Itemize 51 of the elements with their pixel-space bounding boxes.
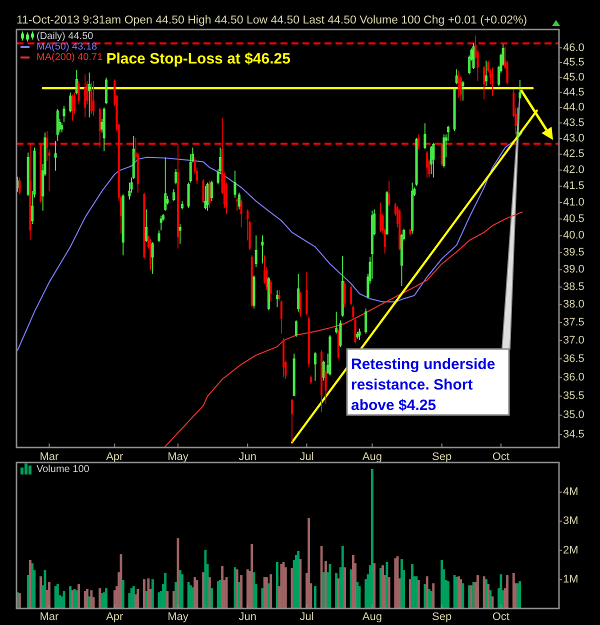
x-tick-label: Apr <box>106 611 124 623</box>
y-tick-label: 39.5 <box>563 246 584 259</box>
y-tick-label: 37.5 <box>563 316 584 328</box>
x-tick-label: Jul <box>300 611 314 623</box>
y-tick-label: 38.5 <box>563 281 584 294</box>
y-tick-label: 35.0 <box>563 409 584 422</box>
y-tick-label: 45.5 <box>563 56 584 68</box>
y-tick-label: 3M <box>563 515 578 528</box>
y-tick-label: 43.0 <box>563 132 584 144</box>
y-tick-label: 44.5 <box>563 86 584 98</box>
y-tick-label: 39.0 <box>563 264 584 276</box>
x-tick-label: May <box>168 611 189 623</box>
chart-subtitle: 11-Oct-2013 9:31am Open 44.50 High 44.50 Low 44.50 Last 44.50 Volume 100 Chg +0.01 (+0.02%) <box>16 14 528 26</box>
y-tick-label: 36.0 <box>563 371 584 384</box>
y-tick-label: 1M <box>563 573 578 586</box>
legend-label: Volume 100 <box>36 464 90 475</box>
x-tick-label: Mar <box>40 611 60 623</box>
y-tick-label: 38.0 <box>563 298 584 311</box>
x-tick-label: Jul <box>300 451 314 463</box>
y-tick-label: 41.5 <box>563 180 584 192</box>
legend-label: MA(50) 43.18 <box>36 42 98 52</box>
y-tick-label: 43.5 <box>563 116 584 129</box>
x-tick-label: Apr <box>106 451 124 463</box>
y-tick-label: 40.5 <box>563 212 584 225</box>
legend-label: (Daily) 44.50 <box>36 31 94 42</box>
y-tick-label: 42.5 <box>563 148 584 160</box>
x-tick-label: Jun <box>238 611 257 623</box>
x-tick-label: Oct <box>492 611 510 623</box>
y-tick-label: 36.5 <box>563 352 584 365</box>
y-tick-label: 2M <box>563 544 578 556</box>
annotation: Retesting underside resistance. Short above $4.25 <box>351 356 496 414</box>
x-tick-label: Oct <box>492 451 510 463</box>
y-tick-label: 42.0 <box>563 164 584 176</box>
x-tick-label: Aug <box>362 611 382 623</box>
y-tick-label: 34.5 <box>563 428 584 441</box>
x-tick-label: Aug <box>362 451 382 463</box>
legend-label: MA(200) 40.71 <box>36 52 104 63</box>
y-tick-label: 40.0 <box>563 230 584 242</box>
y-tick-label: 4M <box>563 486 578 498</box>
x-tick-label: Jun <box>238 451 257 463</box>
x-tick-label: Mar <box>40 451 60 463</box>
x-tick-label: Sep <box>432 451 452 463</box>
y-tick-label: 45.0 <box>563 71 584 84</box>
annotation: Place Stop-Loss at $46.25 <box>106 50 290 68</box>
x-tick-label: Sep <box>432 611 452 623</box>
y-tick-label: 44.0 <box>563 102 584 114</box>
y-tick-label: 37.0 <box>563 334 584 347</box>
x-tick-label: May <box>168 451 189 463</box>
y-tick-label: 35.5 <box>563 390 584 402</box>
y-tick-label: 46.0 <box>563 42 584 54</box>
y-tick-label: 41.0 <box>563 196 584 208</box>
